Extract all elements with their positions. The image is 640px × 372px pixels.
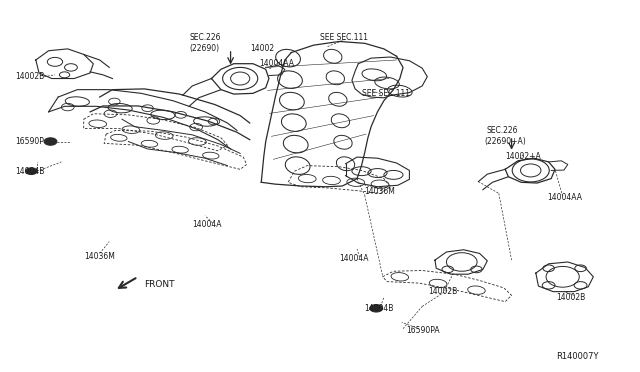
Text: 14002B: 14002B bbox=[15, 72, 44, 81]
Circle shape bbox=[370, 305, 383, 312]
Text: 16590P: 16590P bbox=[15, 137, 44, 146]
Text: 14002B: 14002B bbox=[429, 287, 458, 296]
Text: 14002B: 14002B bbox=[556, 293, 586, 302]
Text: 14002+A: 14002+A bbox=[505, 152, 541, 161]
Text: 14036M: 14036M bbox=[365, 187, 396, 196]
Text: 14004AA: 14004AA bbox=[547, 193, 582, 202]
Circle shape bbox=[26, 168, 37, 174]
Text: (22690): (22690) bbox=[189, 44, 220, 53]
Text: SEE SEC.111: SEE SEC.111 bbox=[362, 89, 410, 98]
Text: FRONT: FRONT bbox=[145, 280, 175, 289]
Text: 14004B: 14004B bbox=[15, 167, 44, 176]
Text: R140007Y: R140007Y bbox=[556, 352, 599, 361]
Text: 16590PA: 16590PA bbox=[406, 326, 440, 335]
Text: SEE SEC.111: SEE SEC.111 bbox=[320, 33, 368, 42]
Text: 14004B: 14004B bbox=[365, 304, 394, 313]
Text: 14004AA: 14004AA bbox=[259, 59, 294, 68]
Text: 14004A: 14004A bbox=[192, 221, 222, 230]
Circle shape bbox=[44, 138, 57, 145]
Text: 14036M: 14036M bbox=[84, 252, 115, 261]
Text: (22690+A): (22690+A) bbox=[484, 137, 526, 146]
Text: SEC.226: SEC.226 bbox=[486, 126, 518, 135]
Text: 14002: 14002 bbox=[250, 44, 274, 53]
Text: 14004A: 14004A bbox=[339, 254, 369, 263]
Text: SEC.226: SEC.226 bbox=[189, 33, 221, 42]
